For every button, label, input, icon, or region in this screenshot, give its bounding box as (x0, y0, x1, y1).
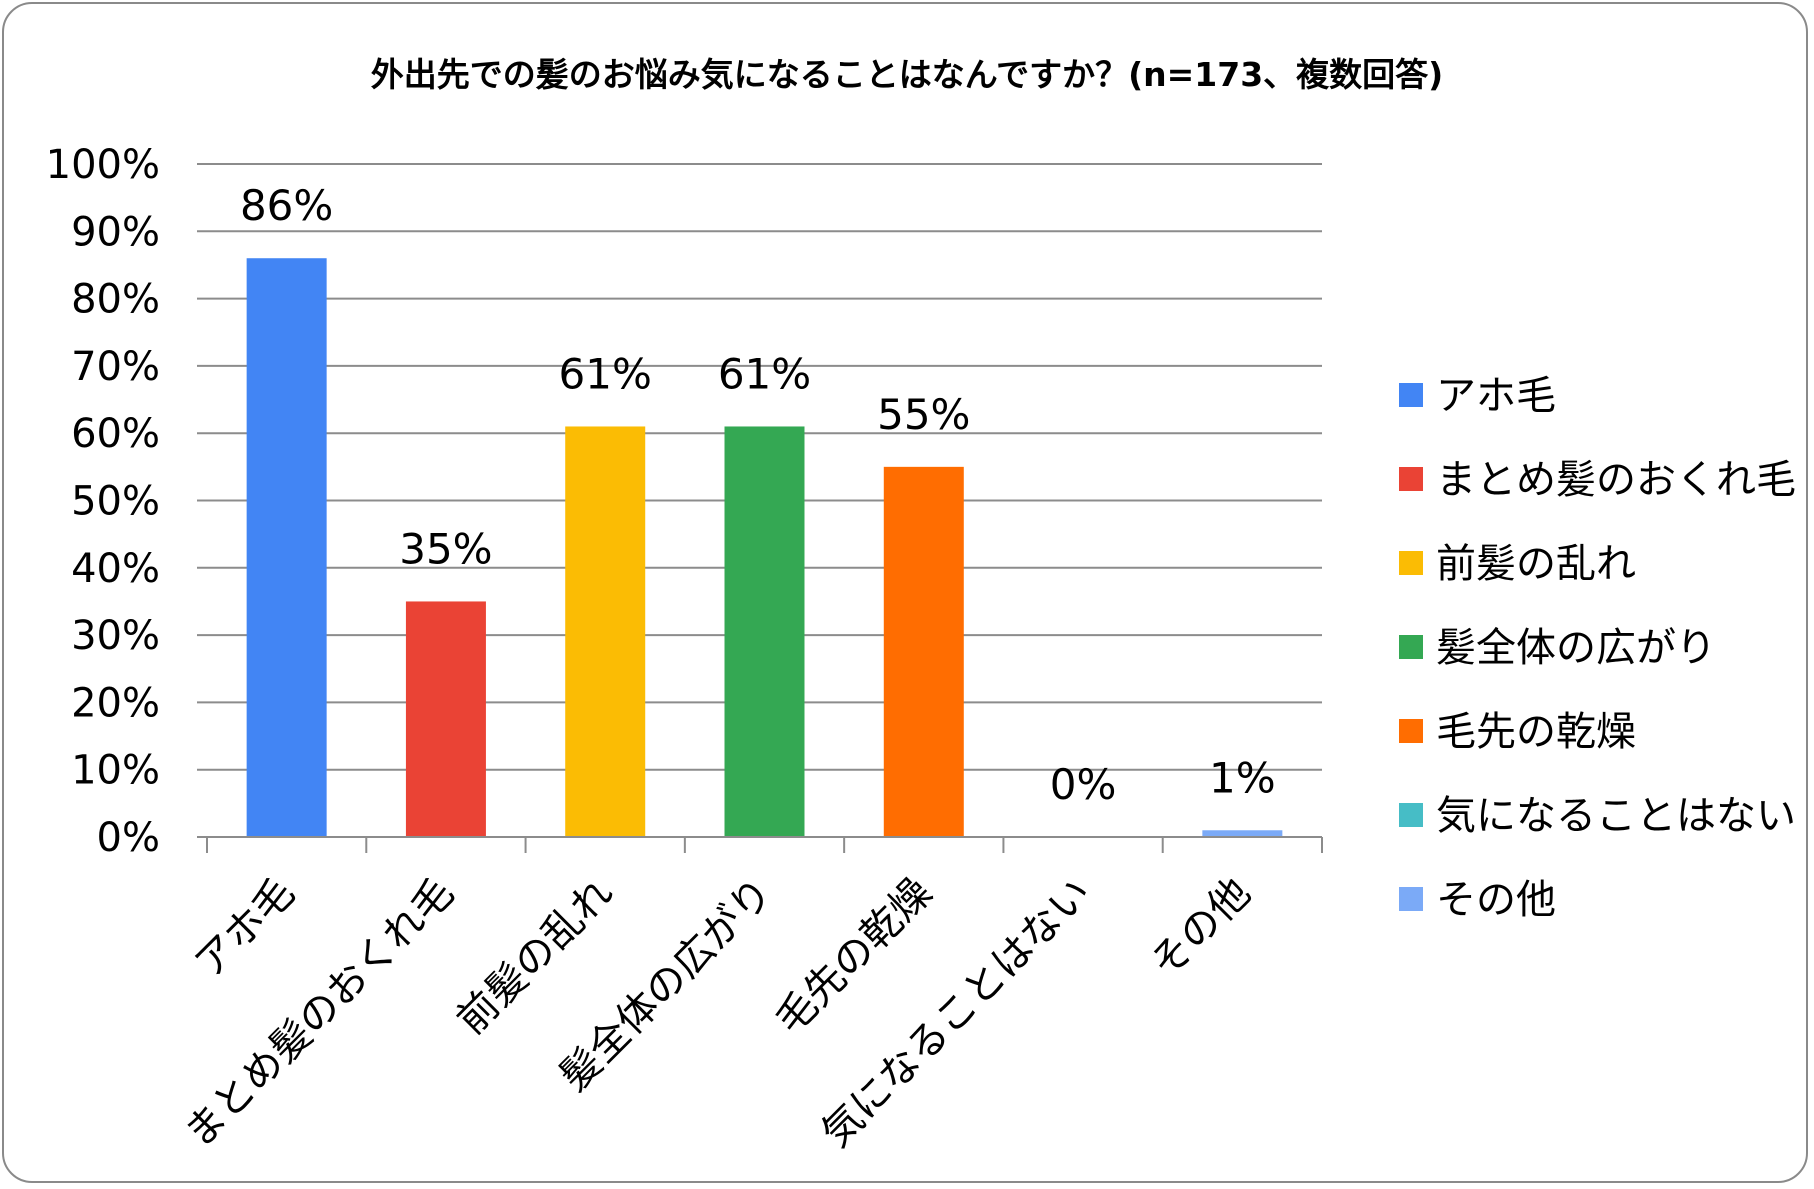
legend-swatch (1399, 887, 1423, 911)
y-tick-label: 100% (46, 142, 160, 188)
legend-label: まとめ髪のおくれ毛 (1436, 457, 1796, 503)
data-label: 0% (1050, 760, 1117, 809)
y-tick-label: 90% (71, 209, 160, 255)
bar (246, 258, 327, 838)
bar (405, 601, 486, 837)
data-label: 61% (559, 349, 652, 398)
data-label: 35% (399, 524, 492, 573)
legend-label: その他 (1436, 877, 1556, 923)
y-tick-label: 60% (71, 411, 160, 457)
category-label: その他 (1142, 870, 1259, 987)
legend-label: 気になることはない (1436, 793, 1796, 839)
legend-swatch (1399, 383, 1423, 407)
data-labels: 86% 35% 61% 61% 55% 0% 1% (240, 181, 1276, 809)
legend-swatch (1399, 551, 1423, 575)
y-tick-label: 80% (71, 277, 160, 323)
category-label: アホ毛 (186, 870, 303, 987)
bar (565, 426, 646, 837)
legend-swatch (1399, 803, 1423, 827)
y-tick-label: 0% (97, 815, 160, 861)
data-label: 86% (240, 181, 333, 230)
legend-label: 毛先の乾燥 (1436, 709, 1636, 755)
x-axis (206, 836, 1323, 853)
chart-title: 外出先での髪のお悩み気になることはなんですか？(n=173、複数回答) (371, 55, 1444, 94)
legend-swatch (1399, 719, 1423, 743)
y-tick-label: 50% (71, 479, 160, 525)
y-tick-label: 10% (71, 748, 160, 794)
legend: アホ毛まとめ髪のおくれ毛前髪の乱れ髪全体の広がり毛先の乾燥気になることはないその… (1399, 373, 1796, 923)
data-label: 55% (877, 390, 970, 439)
y-axis-ticks: 0% 10% 20% 30% 40% 50% 60% 70% 80% 90% 100% (46, 142, 160, 861)
legend-label: 前髪の乱れ (1436, 541, 1636, 587)
category-label: まとめ髪のおくれ毛 (176, 870, 463, 1157)
data-label: 1% (1209, 753, 1276, 802)
category-label: 前髪の乱れ (448, 870, 622, 1044)
bar (1202, 830, 1283, 837)
data-label: 61% (718, 349, 811, 398)
bar (724, 426, 805, 837)
y-tick-label: 30% (71, 613, 160, 659)
category-label: 気になることはない (813, 870, 1100, 1157)
legend-swatch (1399, 467, 1423, 491)
y-tick-label: 40% (71, 546, 160, 592)
bars (246, 258, 1283, 838)
legend-label: アホ毛 (1436, 373, 1556, 419)
bar (883, 466, 964, 837)
y-tick-label: 70% (71, 344, 160, 390)
legend-swatch (1399, 635, 1423, 659)
legend-label: 髪全体の広がり (1436, 625, 1716, 671)
y-tick-label: 20% (71, 680, 160, 726)
category-label: 毛先の乾燥 (767, 870, 941, 1044)
